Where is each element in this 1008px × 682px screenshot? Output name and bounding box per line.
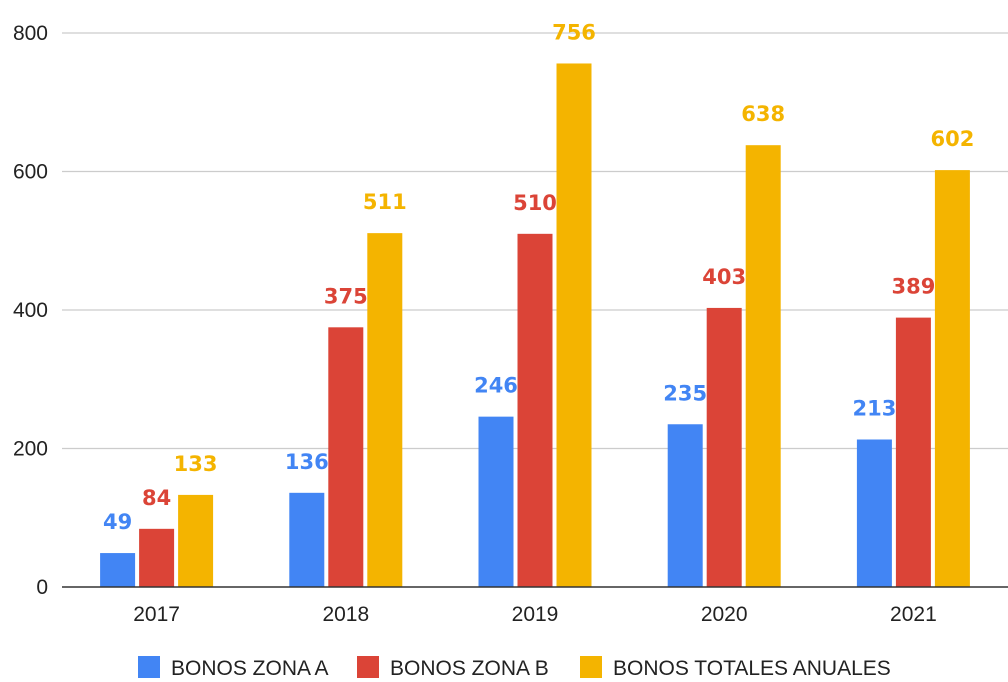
x-tick-label: 2019 — [512, 603, 559, 626]
data-label: 403 — [702, 265, 746, 289]
bar — [289, 492, 325, 587]
x-tick-label: 2017 — [133, 603, 180, 626]
legend: BONOS ZONA A BONOS ZONA B BONOS TOTALES AN… — [138, 656, 891, 680]
x-tick-label: 2021 — [890, 603, 937, 626]
bar — [556, 63, 592, 588]
data-label: 235 — [663, 381, 707, 405]
bar — [934, 170, 970, 588]
data-label: 511 — [363, 190, 407, 214]
bar — [667, 424, 703, 587]
data-label: 389 — [891, 275, 935, 299]
y-axis: 0 200 400 600 800 — [13, 22, 48, 599]
data-label: 133 — [174, 452, 218, 476]
legend-label: BONOS ZONA B — [390, 657, 549, 680]
data-label: 510 — [513, 191, 557, 215]
legend-label: BONOS ZONA A — [171, 657, 329, 680]
data-label: 756 — [552, 20, 596, 44]
data-label: 602 — [930, 127, 974, 151]
bar — [856, 439, 892, 587]
bar — [895, 317, 931, 587]
bar — [706, 307, 742, 587]
bar — [139, 528, 175, 587]
bar — [178, 494, 214, 587]
data-label: 638 — [741, 102, 785, 126]
legend-label: BONOS TOTALES ANUALES — [613, 657, 891, 680]
data-label: 136 — [285, 450, 329, 474]
legend-swatch — [138, 656, 160, 678]
legend-swatch — [580, 656, 602, 678]
x-axis: 2017 2018 2019 2020 2021 — [62, 586, 1008, 626]
x-tick-label: 2020 — [701, 603, 748, 626]
data-label: 213 — [852, 396, 896, 420]
y-tick-label: 800 — [13, 22, 48, 45]
data-label: 49 — [103, 510, 132, 534]
legend-swatch — [357, 656, 379, 678]
y-tick-label: 400 — [13, 299, 48, 322]
data-label: 246 — [474, 374, 518, 398]
y-tick-label: 0 — [36, 576, 48, 599]
bar — [517, 233, 553, 587]
data-label: 375 — [324, 284, 368, 308]
bar — [478, 416, 514, 587]
y-tick-label: 200 — [13, 438, 48, 461]
bar — [328, 327, 364, 587]
bars — [100, 63, 970, 588]
data-label: 84 — [142, 486, 171, 510]
bar — [100, 553, 136, 587]
x-tick-label: 2018 — [322, 603, 369, 626]
bar — [367, 233, 403, 587]
bar — [745, 145, 781, 587]
y-tick-label: 600 — [13, 161, 48, 184]
